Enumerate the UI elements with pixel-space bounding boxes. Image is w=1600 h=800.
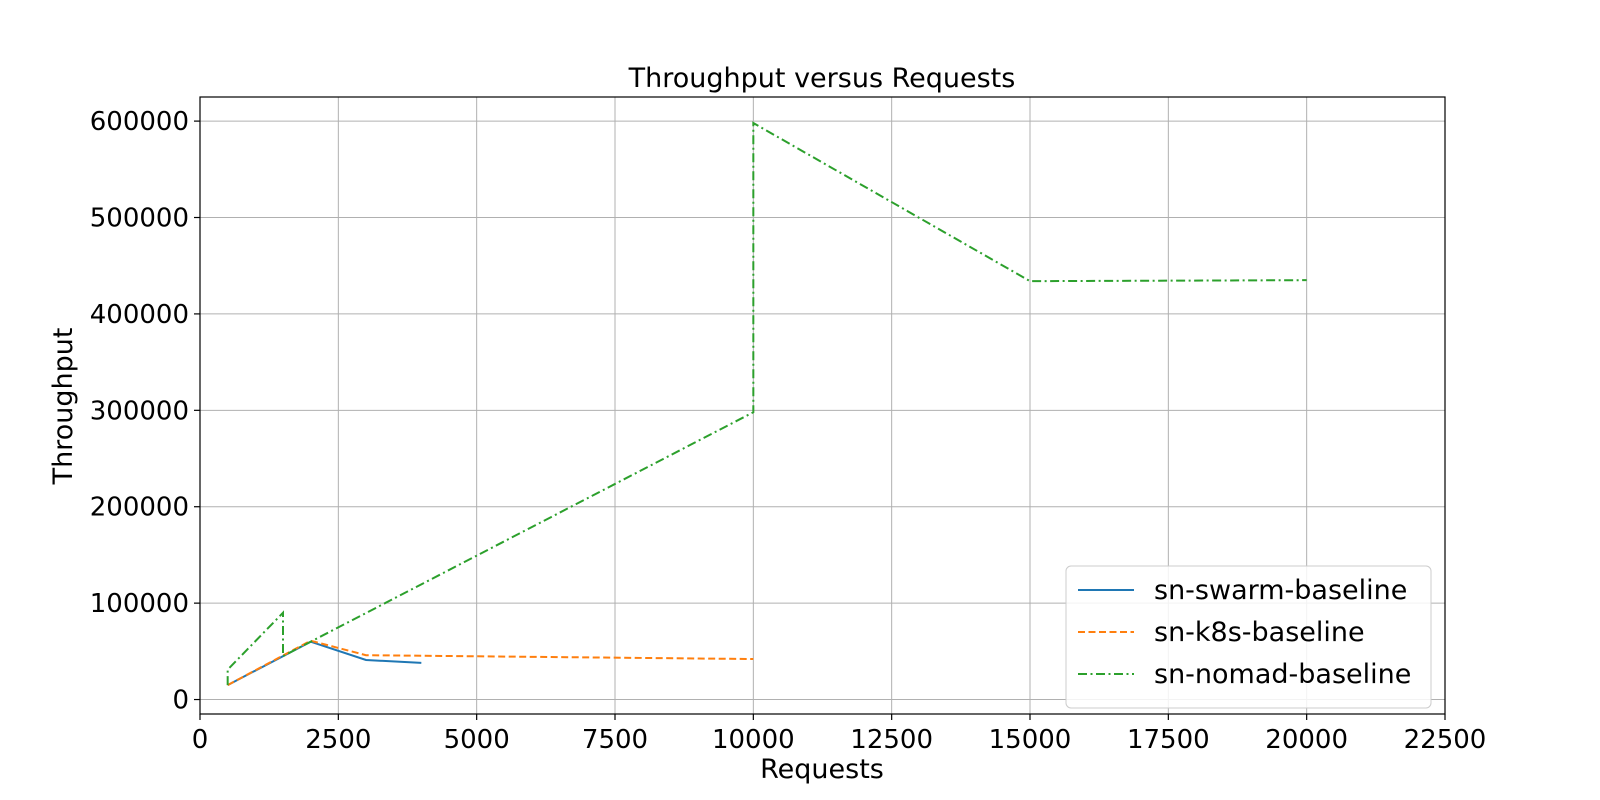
y-tick-label: 400000: [90, 300, 189, 330]
grid-lines: [199, 97, 1446, 714]
plot-area-frame: [199, 96, 1446, 715]
axis-ticks: 0 2500 5000 7500 10000 12500 15000 17500 20000 22…: [90, 107, 1487, 755]
y-tick-label: 600000: [90, 107, 189, 137]
x-tick-label: 20000: [1265, 725, 1348, 755]
y-tick-label: 300000: [90, 396, 189, 426]
x-tick-label: 10000: [712, 725, 795, 755]
legend: sn-swarm-baseline sn-k8s-baseline sn-nomad…: [1065, 565, 1432, 709]
legend-label-sn-k8s-baseline: sn-k8s-baseline: [1154, 617, 1365, 648]
x-tick-label: 7500: [582, 725, 648, 755]
plot-series: [226, 121, 1307, 686]
legend-box: [1065, 565, 1432, 709]
x-tick-label: 17500: [1127, 725, 1210, 755]
legend-label-sn-nomad-baseline: sn-nomad-baseline: [1154, 659, 1411, 690]
chart-title: Throughput versus Requests: [628, 63, 1016, 94]
y-tick-label: 100000: [90, 589, 189, 619]
legend-label-sn-swarm-baseline: sn-swarm-baseline: [1154, 575, 1407, 606]
y-axis-label: Throughput: [48, 328, 79, 486]
x-tick-label: 12500: [850, 725, 933, 755]
y-tick-label: 500000: [90, 204, 189, 234]
series-line-sn-k8s-baseline: [227, 639, 754, 686]
x-tick-label: 15000: [989, 725, 1072, 755]
series-line-sn-nomad-baseline: [226, 121, 1307, 686]
x-tick-label: 22500: [1404, 725, 1487, 755]
x-axis-label: Requests: [760, 754, 884, 785]
x-tick-label: 2500: [305, 725, 371, 755]
y-tick-label: 0: [172, 686, 189, 716]
x-tick-label: 0: [192, 725, 209, 755]
series-line-sn-swarm-baseline: [227, 640, 422, 686]
y-tick-label: 200000: [90, 493, 189, 523]
x-tick-label: 5000: [444, 725, 510, 755]
